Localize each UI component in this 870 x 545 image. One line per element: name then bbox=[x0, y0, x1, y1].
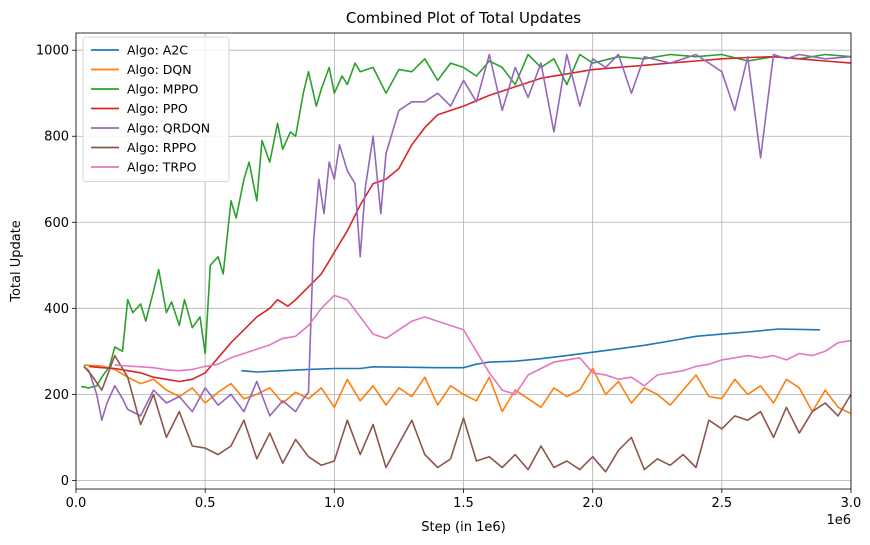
series-line-qrdqn bbox=[83, 53, 852, 422]
legend-label: Algo: QRDQN bbox=[127, 121, 210, 136]
x-axis-ticks: 0.0 0.5 1.0 1.5 2.0 2.5 3.0 bbox=[66, 489, 862, 511]
legend-label: Algo: RPPO bbox=[127, 140, 197, 155]
legend-label: Algo: A2C bbox=[127, 43, 188, 58]
x-axis-offset-text: 1e6 bbox=[826, 513, 851, 528]
series-line-rppo bbox=[83, 354, 852, 473]
x-tick-label: 1.5 bbox=[453, 496, 474, 511]
legend-label: Algo: TRPO bbox=[127, 160, 197, 175]
x-tick-label: 1.0 bbox=[324, 496, 345, 511]
legend-label: Algo: DQN bbox=[127, 62, 192, 77]
y-tick-label: 400 bbox=[44, 302, 69, 317]
y-tick-label: 0 bbox=[61, 474, 69, 489]
x-tick-label: 2.5 bbox=[711, 496, 732, 511]
y-axis-label: Total Update bbox=[9, 220, 24, 303]
y-tick-label: 200 bbox=[44, 388, 69, 403]
legend-label: Algo: PPO bbox=[127, 101, 188, 116]
y-axis-ticks: 0 200 400 600 800 1000 bbox=[36, 44, 76, 489]
x-tick-label: 2.0 bbox=[582, 496, 603, 511]
series-line-a2c bbox=[241, 328, 821, 373]
y-tick-label: 1000 bbox=[36, 44, 69, 59]
grid bbox=[75, 33, 852, 489]
y-tick-label: 600 bbox=[44, 216, 69, 231]
x-tick-label: 3.0 bbox=[841, 496, 862, 511]
series-line-trpo bbox=[114, 294, 852, 396]
x-axis-label: Step (in 1e6) bbox=[421, 520, 505, 535]
series-lines bbox=[81, 53, 852, 473]
series-line-dqn bbox=[83, 364, 852, 415]
chart-title: Combined Plot of Total Updates bbox=[346, 9, 581, 27]
legend-box bbox=[82, 36, 230, 182]
series-line-mppo bbox=[81, 53, 852, 389]
legend-label: Algo: MPPO bbox=[127, 82, 199, 97]
series-line-ppo bbox=[88, 55, 852, 383]
legend: Algo: A2C Algo: DQN Algo: MPPO Algo: PPO Alg… bbox=[82, 36, 230, 182]
y-tick-label: 800 bbox=[44, 130, 69, 145]
x-tick-label: 0.0 bbox=[66, 496, 87, 511]
x-tick-label: 0.5 bbox=[195, 496, 216, 511]
